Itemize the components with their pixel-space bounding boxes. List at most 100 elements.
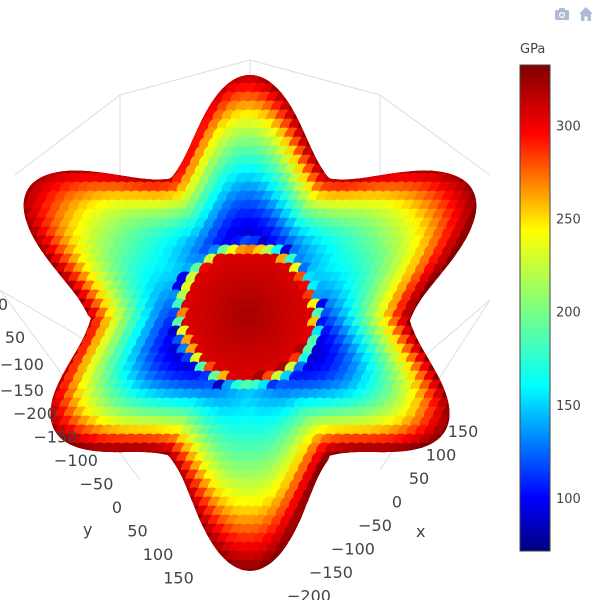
- y-tick-label: 50: [127, 522, 147, 541]
- surface-point: [483, 254, 500, 271]
- surface-point: [428, 559, 446, 571]
- surface-point: [501, 470, 518, 487]
- z-tick-label: 50: [5, 328, 25, 347]
- surface-point: [483, 488, 500, 505]
- surface-point: [1, 209, 18, 226]
- surface-point: [64, 47, 81, 64]
- surface-point: [59, 145, 77, 163]
- surface-point: [118, 75, 135, 82]
- surface-point: [140, 505, 158, 523]
- surface-point: [428, 487, 446, 505]
- surface-point: [428, 289, 446, 307]
- surface-point: [41, 75, 59, 91]
- camera-icon[interactable]: [554, 6, 570, 22]
- surface-point: [469, 388, 477, 406]
- surface-point: [492, 182, 509, 199]
- surface-point: [199, 568, 216, 571]
- surface-point: [473, 217, 477, 235]
- surface-point: [424, 514, 441, 532]
- surface-point: [397, 550, 414, 568]
- surface-point: [464, 289, 477, 307]
- surface-point: [338, 469, 356, 487]
- surface-point: [307, 496, 324, 514]
- surface-point: [32, 271, 50, 289]
- surface-point: [307, 532, 324, 550]
- surface-point: [64, 514, 81, 532]
- surface-point: [433, 82, 450, 100]
- surface-point: [91, 568, 108, 571]
- surface-point: [181, 82, 198, 100]
- home-icon[interactable]: [578, 6, 594, 22]
- x-tick-label: −150: [309, 563, 353, 582]
- surface-point: [109, 532, 126, 550]
- surface-point: [487, 119, 504, 136]
- surface-point: [469, 244, 477, 262]
- surface-point: [311, 109, 329, 127]
- surface-point: [501, 56, 518, 73]
- surface-point: [158, 523, 176, 541]
- surface-point: [59, 559, 77, 571]
- surface-point: [23, 280, 36, 298]
- surface-point: [487, 371, 504, 388]
- surface-point: [163, 514, 180, 532]
- surface-point: [23, 307, 41, 325]
- surface-point: [455, 91, 473, 109]
- surface-point: [158, 91, 176, 109]
- surface-point: [451, 478, 468, 496]
- surface-point: [496, 137, 513, 154]
- surface-point: [455, 127, 473, 145]
- surface-point: [131, 109, 149, 127]
- surface-point: [501, 506, 518, 523]
- surface-point: [262, 47, 279, 64]
- surface-point: [312, 56, 329, 73]
- surface-point: [145, 496, 162, 514]
- surface-point: [473, 487, 477, 505]
- surface-point: [122, 109, 140, 127]
- surface-point: [433, 154, 450, 172]
- surface-point: [473, 145, 477, 163]
- surface-point: [145, 100, 162, 118]
- surface-point: [293, 559, 311, 571]
- surface-point: [473, 181, 477, 199]
- surface-point: [329, 91, 347, 109]
- surface-point: [478, 479, 495, 496]
- surface-point: [23, 75, 27, 82]
- surface-point: [401, 505, 419, 523]
- surface-point: [469, 478, 477, 496]
- surface-point: [325, 136, 342, 154]
- surface-point: [158, 505, 176, 523]
- surface-point: [352, 478, 369, 496]
- surface-point: [464, 235, 477, 253]
- surface-point: [320, 523, 338, 541]
- surface-point: [487, 551, 504, 568]
- surface-point: [298, 514, 315, 532]
- surface-point: [64, 478, 81, 496]
- surface-point: [55, 75, 72, 82]
- surface-point: [388, 118, 405, 136]
- surface-point: [0, 560, 14, 577]
- surface-point: [469, 262, 477, 280]
- surface-point: [50, 559, 68, 571]
- surface-point: [104, 523, 122, 541]
- surface-point: [501, 542, 518, 559]
- surface-point: [325, 460, 342, 478]
- surface-point: [465, 56, 482, 73]
- surface-point: [446, 523, 464, 541]
- surface-point: [6, 524, 23, 541]
- surface-point: [23, 523, 41, 541]
- surface-point: [136, 82, 153, 100]
- surface-point: [113, 541, 131, 559]
- surface-point: [0, 551, 9, 568]
- surface-point: [478, 47, 495, 64]
- surface-point: [0, 56, 14, 73]
- surface-point: [141, 56, 158, 73]
- surface-point: [185, 523, 203, 541]
- colorbar-tick-label: 200: [556, 306, 581, 321]
- surface-point: [154, 496, 171, 514]
- surface-point: [158, 109, 176, 127]
- surface-point: [483, 362, 500, 379]
- surface-point: [23, 505, 41, 523]
- surface-point: [478, 353, 495, 370]
- surface-point: [172, 136, 189, 154]
